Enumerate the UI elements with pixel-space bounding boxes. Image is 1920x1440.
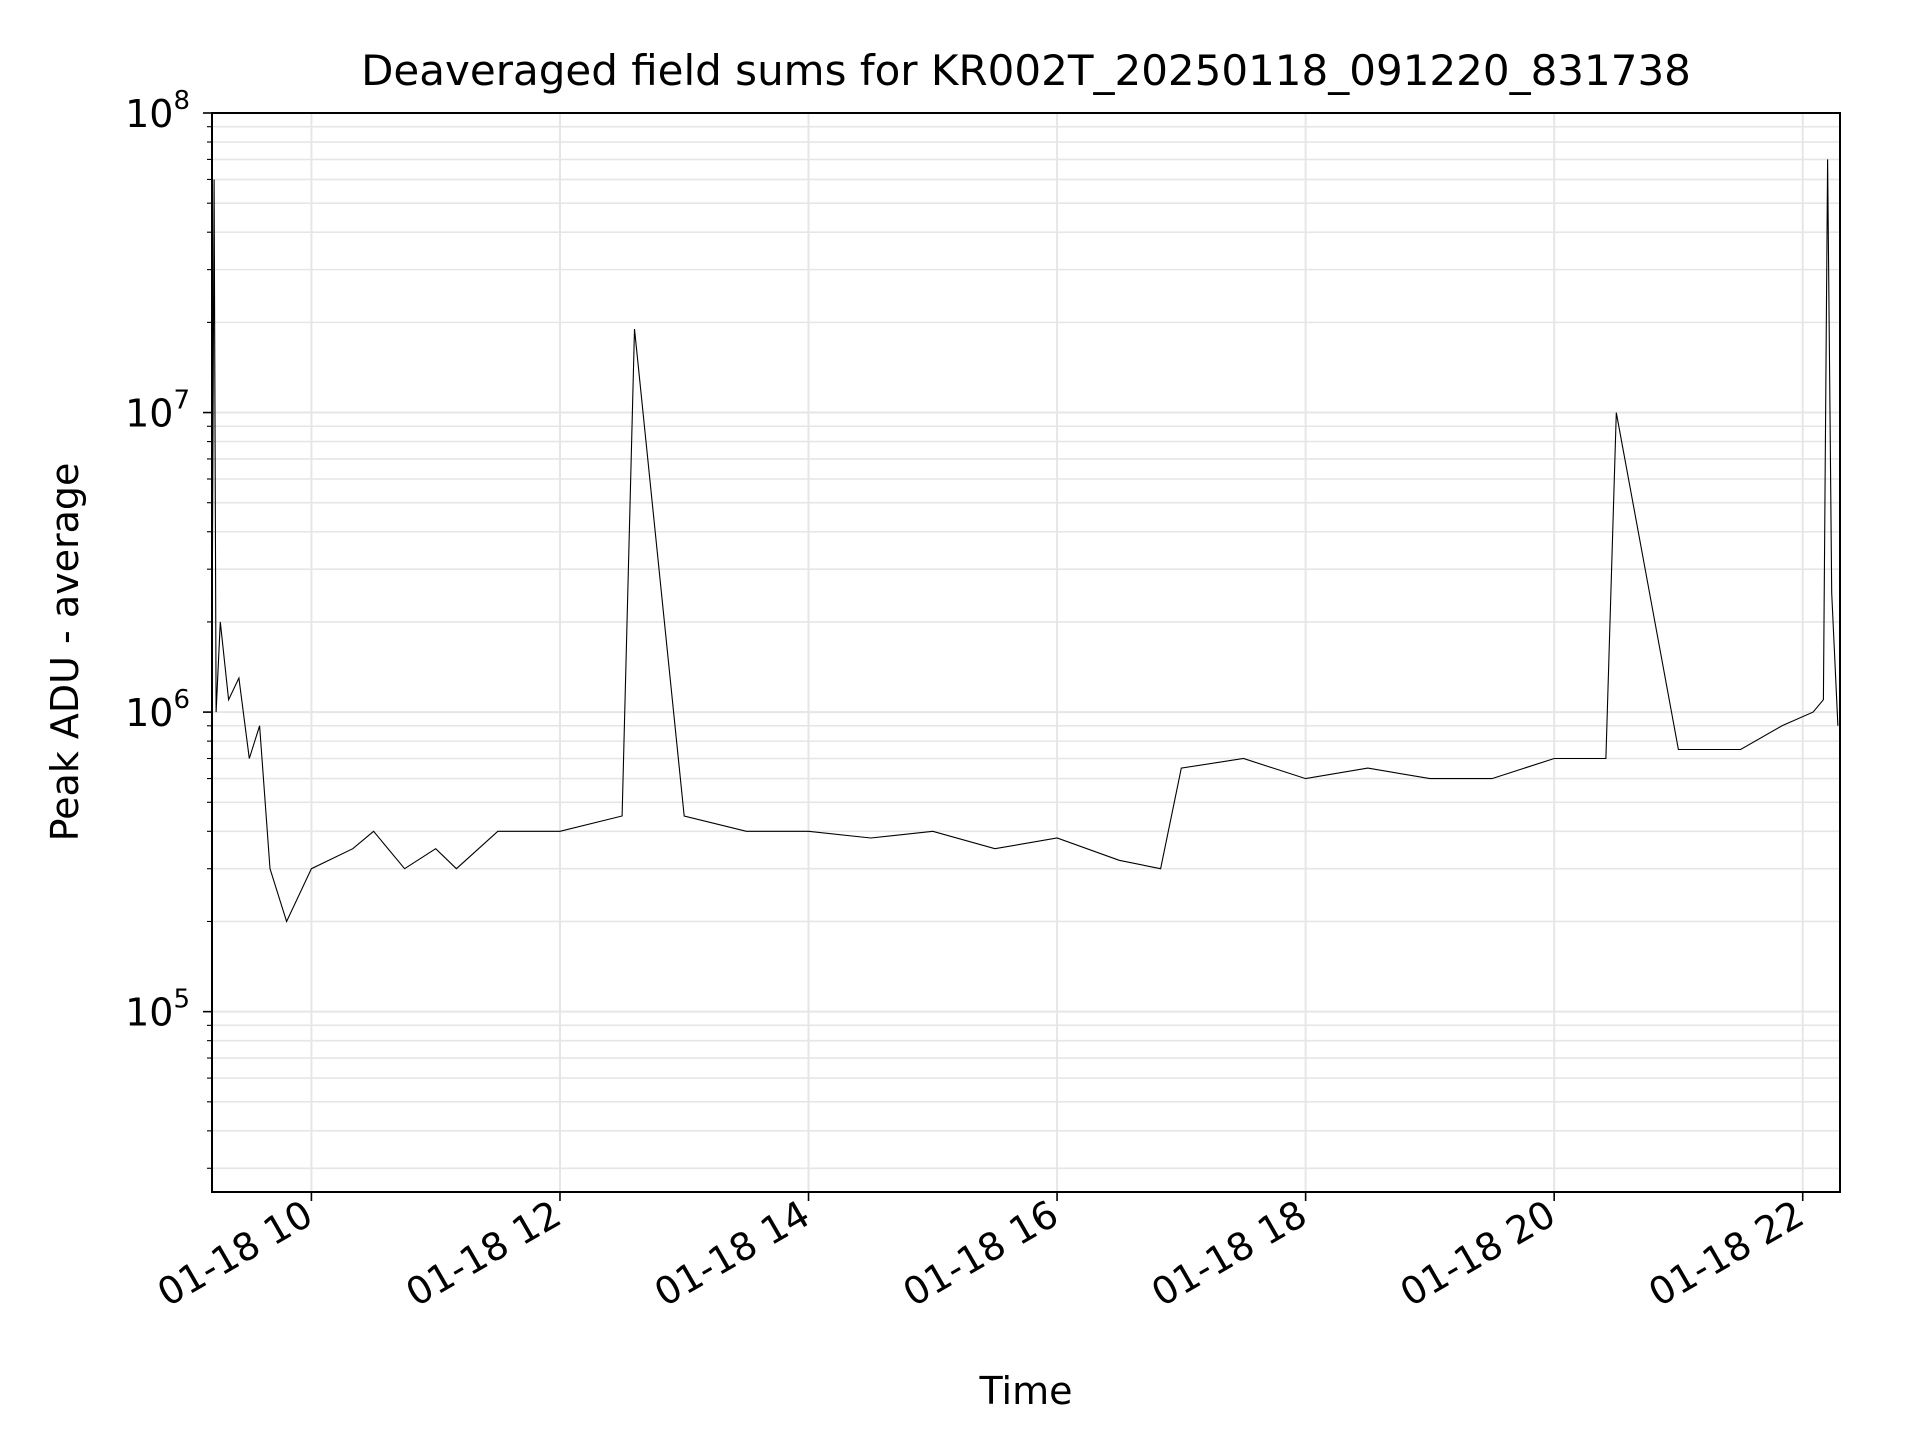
x-axis-label: Time [979,1369,1073,1413]
plot-frame [211,112,1841,1193]
grid [212,112,1840,1192]
y-axis: 105 106 107 108 [125,86,212,1169]
y-axis-label: Peak ADU - average [43,463,87,842]
x-tick-label: 01-18 16 [896,1192,1066,1316]
y-tick-label: 108 [125,86,190,136]
y-tick-label: 105 [125,985,190,1035]
x-tick-label: 01-18 22 [1641,1192,1811,1316]
x-axis: 01-18 10 01-18 12 01-18 14 01-18 16 01-18 18… [150,1192,1811,1316]
data-line [211,159,1839,924]
chart-title: Deaveraged field sums for KR002T_2025011… [361,46,1691,95]
y-tick-label: 107 [125,386,190,436]
x-tick-label: 01-18 12 [399,1192,569,1316]
x-tick-label: 01-18 20 [1393,1192,1563,1316]
x-tick-label: 01-18 10 [150,1192,320,1316]
y-tick-label: 106 [125,685,190,735]
x-tick-label: 01-18 18 [1144,1192,1314,1316]
x-tick-label: 01-18 14 [647,1192,817,1316]
